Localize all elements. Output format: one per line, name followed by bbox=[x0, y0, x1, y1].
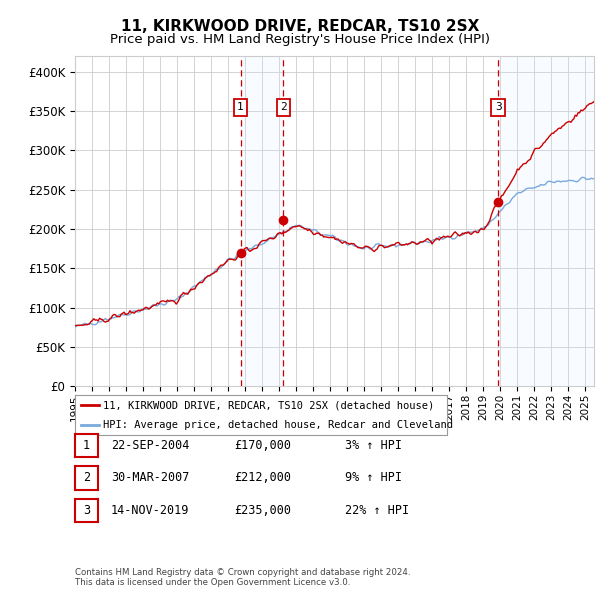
Bar bbox=[498, 56, 594, 386]
Text: 9% ↑ HPI: 9% ↑ HPI bbox=[345, 471, 402, 484]
Text: 1: 1 bbox=[237, 102, 244, 112]
Text: HPI: Average price, detached house, Redcar and Cleveland: HPI: Average price, detached house, Redc… bbox=[103, 421, 453, 430]
Text: 2: 2 bbox=[83, 471, 90, 484]
Text: 3: 3 bbox=[495, 102, 502, 112]
Text: 14-NOV-2019: 14-NOV-2019 bbox=[111, 504, 190, 517]
Text: 22% ↑ HPI: 22% ↑ HPI bbox=[345, 504, 409, 517]
Text: £212,000: £212,000 bbox=[234, 471, 291, 484]
Text: 30-MAR-2007: 30-MAR-2007 bbox=[111, 471, 190, 484]
Text: £170,000: £170,000 bbox=[234, 439, 291, 452]
Bar bbox=[241, 56, 283, 386]
Text: 2: 2 bbox=[280, 102, 287, 112]
Text: 1: 1 bbox=[83, 439, 90, 452]
Text: £235,000: £235,000 bbox=[234, 504, 291, 517]
Text: Price paid vs. HM Land Registry's House Price Index (HPI): Price paid vs. HM Land Registry's House … bbox=[110, 33, 490, 46]
Text: Contains HM Land Registry data © Crown copyright and database right 2024.
This d: Contains HM Land Registry data © Crown c… bbox=[75, 568, 410, 587]
Text: 11, KIRKWOOD DRIVE, REDCAR, TS10 2SX: 11, KIRKWOOD DRIVE, REDCAR, TS10 2SX bbox=[121, 19, 479, 34]
Text: 11, KIRKWOOD DRIVE, REDCAR, TS10 2SX (detached house): 11, KIRKWOOD DRIVE, REDCAR, TS10 2SX (de… bbox=[103, 401, 434, 410]
Text: 3: 3 bbox=[83, 504, 90, 517]
Text: 22-SEP-2004: 22-SEP-2004 bbox=[111, 439, 190, 452]
Text: 3% ↑ HPI: 3% ↑ HPI bbox=[345, 439, 402, 452]
